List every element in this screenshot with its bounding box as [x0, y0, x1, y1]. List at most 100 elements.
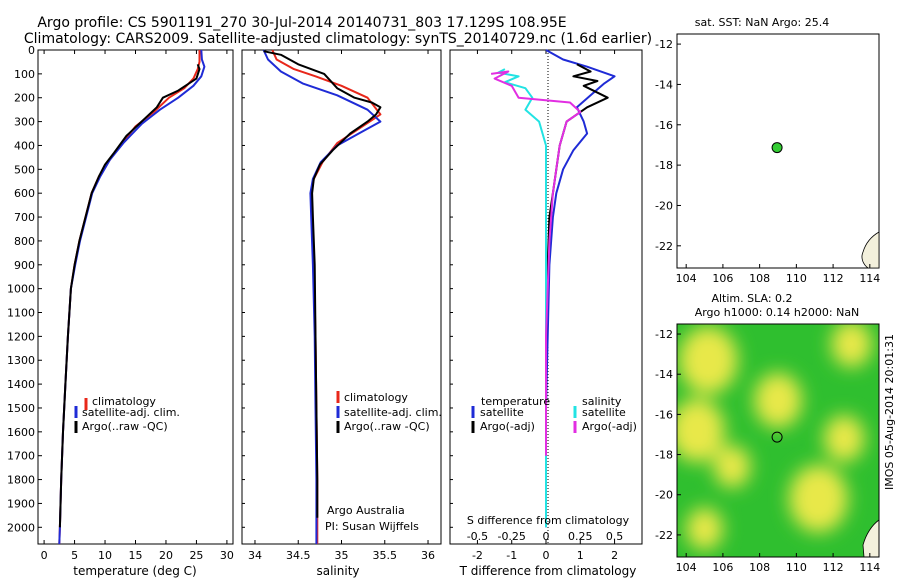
- depth-y-tick-label: 1100: [7, 307, 35, 320]
- temperature-x-label: temperature (deg C): [73, 564, 196, 578]
- salinity-series: [262, 49, 382, 544]
- salinity-x-tick-label: 34: [248, 549, 262, 562]
- sla-map-ticks: 104 106 108 110 112 114 -12 -14 -16 -18 -20 -22: [655, 328, 880, 574]
- sla-map-x-tick-label: 114: [859, 561, 880, 574]
- depth-y-tick-label: 1700: [7, 450, 35, 463]
- sla-map-float-marker: [771, 431, 783, 443]
- difference-top-tick-label: -0.5: [467, 530, 488, 543]
- difference-top-tick-labels: -0.5 -0.25 0 0.25 0.5: [467, 530, 624, 543]
- sst-map-ticks: 104 106 108 110 112 114 -12 -14 -16 -18 -20 -22: [655, 38, 880, 285]
- temperature-legend-climatology: climatology: [92, 395, 156, 408]
- temperature-axes-frame: [37, 49, 234, 545]
- sla-map-yellow-region: [686, 507, 723, 550]
- sla-map-x-tick-label: 108: [749, 561, 770, 574]
- sst-map-points: [771, 142, 783, 154]
- difference-legend-sal-argo: Argo(-adj): [582, 420, 637, 433]
- salinity-axes-frame: [241, 49, 442, 545]
- temperature-x-tick-label: 20: [159, 549, 173, 562]
- temperature-panel: 0 5 10 15 20 25 30 0 100 200 300 400 500 600 700 800 90…: [7, 44, 234, 578]
- sst-map-x-tick-label: 112: [823, 272, 844, 285]
- difference-x-tick-label: 0: [543, 549, 550, 562]
- sla-map-x-tick-label: 112: [823, 561, 844, 574]
- depth-y-tick-label: 100: [14, 68, 35, 81]
- depth-y-tick-label: 900: [14, 259, 35, 272]
- depth-y-tick-label: 1000: [7, 283, 35, 296]
- difference-top-tick-label: -0.25: [497, 530, 525, 543]
- depth-y-tick-label: 200: [14, 92, 35, 105]
- depth-y-tick-label: 1400: [7, 378, 35, 391]
- depth-y-ticks: 0 100 200 300 400 500 600 700 800 900 1000 1100 1200…: [7, 44, 42, 534]
- difference-legend-sal-satellite: satellite: [582, 406, 626, 419]
- depth-y-tick-label: 500: [14, 163, 35, 176]
- sla-map-x-tick-label: 110: [786, 561, 807, 574]
- salinity-annotation-line-2: PI: Susan Wijffels: [325, 520, 419, 533]
- sla-map-yellow-region: [789, 464, 848, 533]
- depth-y-tick-label: 2000: [7, 521, 35, 534]
- temperature-x-tick-label: 10: [98, 549, 112, 562]
- temperature-series: [58, 49, 206, 545]
- sla-map-x-tick-label: 104: [676, 561, 697, 574]
- sla-map-yellow-region: [754, 372, 802, 428]
- depth-y-tick-label: 800: [14, 235, 35, 248]
- depth-y-tick-label: 700: [14, 211, 35, 224]
- sst-map-coastline: [861, 231, 880, 269]
- sla-map-yellow-region: [823, 415, 865, 462]
- temperature-legend: climatology satellite-adj. clim. Argo(..…: [74, 395, 180, 433]
- sla-map-y-tick-label: -18: [655, 449, 673, 462]
- temperature-x-tick-label: 15: [129, 549, 143, 562]
- sst-map-y-tick-label: -12: [655, 38, 673, 51]
- sla-map-title-2: Argo h1000: 0.14 h2000: NaN: [695, 306, 860, 319]
- difference-top-x-label: S difference from climatology: [467, 514, 630, 527]
- sla-map-coastline: [862, 519, 880, 558]
- difference-x-tick-label: -2: [472, 549, 483, 562]
- depth-y-tick-label: 0: [28, 44, 35, 57]
- depth-y-tick-label: 1200: [7, 330, 35, 343]
- difference-legend-temp-satellite: satellite: [480, 406, 524, 419]
- difference-top-tick-label: 0.5: [606, 530, 624, 543]
- salinity-x-ticks: 34 34.5 35 35.5 36: [242, 49, 435, 562]
- salinity-x-tick-label: 35.5: [373, 549, 398, 562]
- temperature-x-ticks: 0 5 10 15 20 25 30: [41, 50, 234, 562]
- sst-map-y-tick-label: -20: [655, 199, 673, 212]
- sst-map-title: sat. SST: NaN Argo: 25.4: [695, 16, 829, 29]
- depth-y-tick-label: 1500: [7, 402, 35, 415]
- sla-map-yellow-region: [831, 324, 872, 368]
- salinity-legend-climatology: climatology: [344, 391, 408, 404]
- sla-map-yellow-region: [713, 445, 751, 488]
- sla-map-yellow-regions: [677, 324, 872, 550]
- sla-map-title-1: Altim. SLA: 0.2: [711, 292, 792, 305]
- temperature-x-tick-label: 0: [41, 549, 48, 562]
- temperature-x-tick-label: 25: [189, 549, 203, 562]
- sst-map-y-tick-label: -16: [655, 119, 673, 132]
- difference-legend-temperature-title: temperature: [481, 395, 550, 408]
- sla-map-frame: [676, 323, 880, 558]
- difference-series: [490, 49, 616, 528]
- difference-series-salinity-argo-adj: [490, 70, 582, 456]
- sst-map-x-tick-label: 104: [676, 272, 697, 285]
- difference-legend-temp-argo: Argo(-adj): [480, 420, 535, 433]
- sst-map-y-tick-label: -18: [655, 159, 673, 172]
- depth-y-tick-label: 400: [14, 139, 35, 152]
- depth-y-tick-label: 1600: [7, 426, 35, 439]
- imos-timestamp: IMOS 05-Aug-2014 20:01:31: [883, 334, 896, 490]
- depth-y-tick-label: 300: [14, 116, 35, 129]
- temperature-legend-satellite: satellite-adj. clim.: [82, 406, 180, 419]
- depth-y-tick-label: 1900: [7, 497, 35, 510]
- difference-top-tick-label: 0: [543, 530, 550, 543]
- difference-x-tick-label: 2: [611, 549, 618, 562]
- sla-map-x-tick-label: 106: [712, 561, 733, 574]
- sla-map-points: [771, 431, 783, 443]
- difference-series-temperature-satellite: [545, 49, 616, 528]
- sla-map-y-tick-label: -22: [655, 529, 673, 542]
- salinity-x-label: salinity: [316, 564, 359, 578]
- difference-legend-salinity-title: salinity: [582, 395, 622, 408]
- sla-map-y-tick-label: -12: [655, 328, 673, 341]
- difference-top-tick-label: 0.25: [568, 530, 593, 543]
- temperature-legend-argo: Argo(..raw -QC): [82, 420, 168, 433]
- depth-y-tick-label: 1300: [7, 354, 35, 367]
- temperature-x-tick-label: 30: [220, 549, 234, 562]
- sst-map-y-tick-label: -14: [655, 78, 673, 91]
- temperature-x-tick-label: 5: [71, 549, 78, 562]
- salinity-series-argo-raw-qc: [263, 50, 382, 518]
